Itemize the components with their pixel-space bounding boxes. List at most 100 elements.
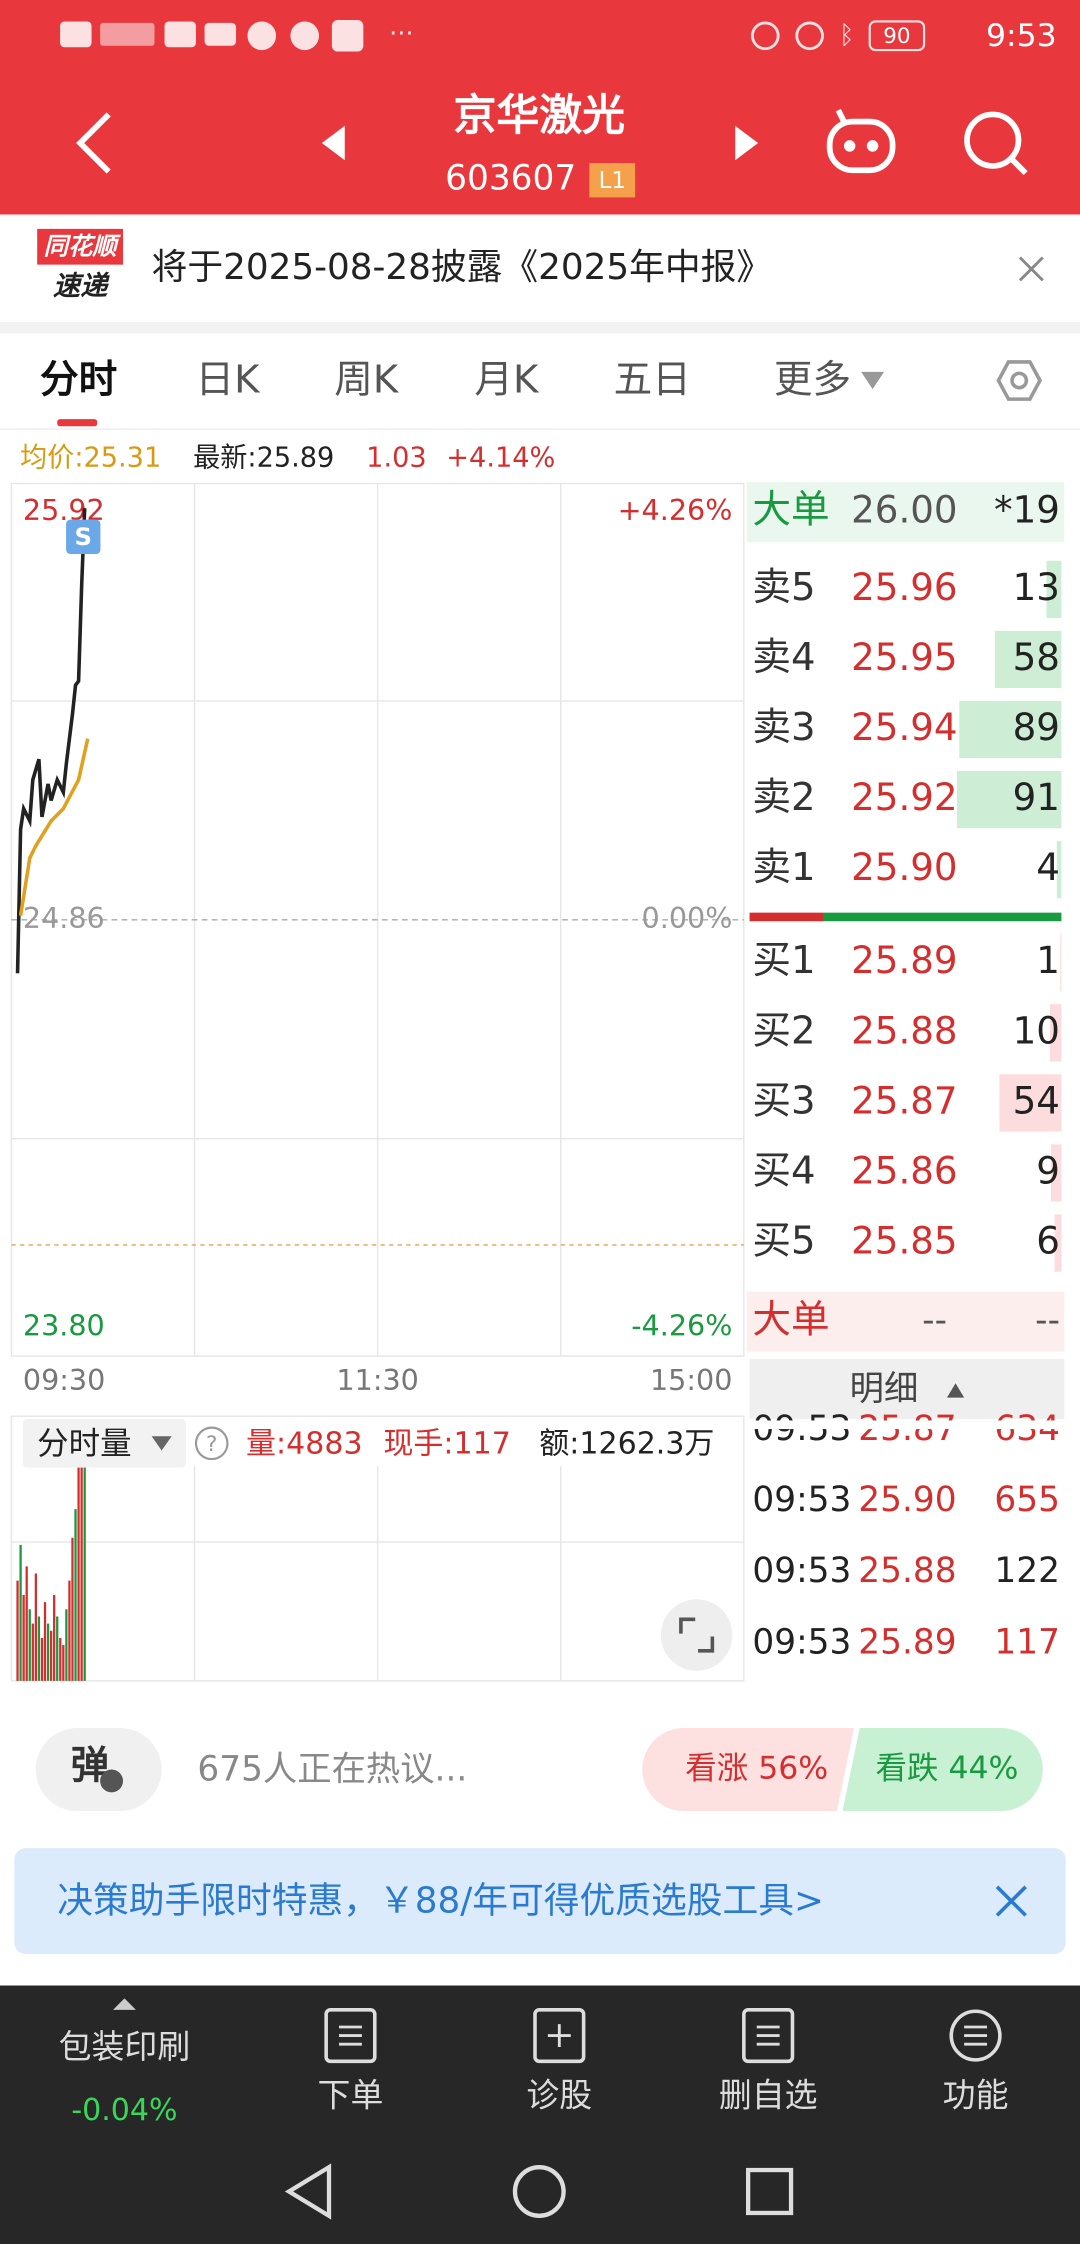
bear-button[interactable] [842,1728,1043,1811]
danmu-button[interactable] [35,1728,162,1811]
y-tick-label: 23.80 [23,1308,105,1342]
tab[interactable]: 日K [195,357,261,402]
marker: S [75,522,92,551]
tab[interactable]: 分时 [40,357,117,402]
y-tick-label: 24.86 [23,901,105,935]
order-book: 大单 26.00 *19 卖5 25.96 13 卖4 25.95 58 卖3 25.94 89 卖2 2… [746,482,1068,1662]
ask-depth [1046,560,1062,618]
book-price: 25.85 [851,1219,957,1263]
bid-depth [1051,1144,1062,1202]
x-tick-label: 11:30 [336,1363,418,1397]
help-icon[interactable] [194,1426,229,1461]
book-qty: *19 [994,488,1060,532]
tool-icon[interactable] [742,2008,795,2064]
tool-icon[interactable] [533,2008,586,2064]
tool-label[interactable]: 下单 [318,2076,384,2115]
book-label: 大单 [752,488,829,533]
nav-back[interactable] [284,2163,332,2220]
book-qty: -- [1035,1300,1060,1340]
tab[interactable]: 更多 [774,357,851,402]
back-button[interactable] [76,112,111,174]
trade-qty: 655 [994,1480,1060,1520]
tool-label[interactable]: 功能 [943,2076,1009,2115]
tool-label[interactable]: 诊股 [526,2076,592,2115]
bid-depth [1054,1214,1062,1272]
expand-button[interactable] [660,1599,733,1671]
book-price: -- [922,1300,947,1340]
logo-bg [37,228,124,265]
discussion-text[interactable]: 675人正在热议... [197,1749,467,1789]
tab[interactable]: 五日 [614,357,691,402]
divider [0,321,1080,334]
bid-depth [1049,1004,1062,1062]
book-price: 25.94 [851,705,957,749]
tool-icon[interactable] [324,2008,377,2064]
book-price: 25.95 [851,635,957,679]
latest-price: 最新:25.89 [193,443,334,474]
notice-close[interactable] [1018,256,1044,282]
detail-arrow [946,1383,965,1398]
settings-icon [1010,371,1029,390]
promo-banner[interactable] [14,1848,1066,1955]
notice-text[interactable]: 将于2025-08-28披露《2025年中报》 [152,247,772,288]
ask-depth [1056,841,1062,899]
book-label: 卖4 [752,635,815,680]
promo-text: 决策助手限时特惠，￥88/年可得优质选股工具> [57,1881,824,1922]
book-price: 26.00 [851,488,957,532]
tab[interactable]: 周K [334,357,400,402]
bid-depth [999,1074,1062,1132]
tool-glyph [339,2025,362,2046]
pct-tick-label: +4.26% [618,493,733,527]
ask-depth [956,771,1062,829]
split-red [749,912,824,922]
book-qty: 54 [1013,1078,1060,1122]
pct-tick-label: -4.26% [631,1308,732,1342]
tool-icon[interactable] [949,2009,1002,2062]
bull-button[interactable] [642,1728,854,1811]
search-button[interactable] [964,111,1028,176]
toolbar-bg [0,1985,1080,2244]
nav-home[interactable] [512,2165,566,2218]
status-icons: ··· ᛒ [60,19,926,52]
detail-bg[interactable] [749,1358,1065,1420]
book-label: 大单 [752,1297,829,1342]
book-qty: 58 [1013,635,1060,679]
change: 1.03 [366,443,426,474]
book-qty: 91 [1013,775,1060,819]
settings-button[interactable] [996,360,1042,401]
stock-name: 京华激光 [453,91,625,141]
tab[interactable]: 月K [474,357,540,402]
book-price: 25.96 [851,565,957,609]
book-qty: 9 [1036,1148,1060,1192]
tool-label[interactable]: 删自选 [719,2076,818,2115]
promo-close[interactable] [995,1885,1027,1917]
volume-title-bg[interactable] [22,1419,186,1468]
nav-recent[interactable] [745,2167,794,2216]
tool-glyph [964,2025,988,2046]
tool-glyph [756,2025,780,2046]
prev-stock[interactable] [321,125,345,161]
svg-text:ᛒ: ᛒ [839,20,854,50]
book-label: 买2 [752,1008,815,1053]
book-qty: 13 [1013,565,1060,609]
hand: 现手:117 [383,1426,510,1461]
sector-arrow [113,1998,136,2010]
sector-name[interactable]: 包装印刷 [59,2027,191,2066]
book-label: 买1 [752,938,815,983]
change-pct: +4.14% [446,443,555,474]
trade-qty: 122 [994,1551,1060,1591]
split-green [823,912,1062,922]
robot-button[interactable] [826,108,896,174]
expand-icon [679,1617,715,1653]
level-badge-bg [589,163,636,198]
trade-qty: 117 [994,1622,1060,1662]
trade-price: 25.88 [858,1551,956,1591]
x-tick-label: 15:00 [650,1363,732,1397]
book-label: 买4 [752,1148,815,1193]
danmu-badge [100,1769,124,1793]
bid-depth [1060,934,1062,992]
book-price: 25.87 [851,1078,957,1122]
next-stock[interactable] [735,125,759,161]
